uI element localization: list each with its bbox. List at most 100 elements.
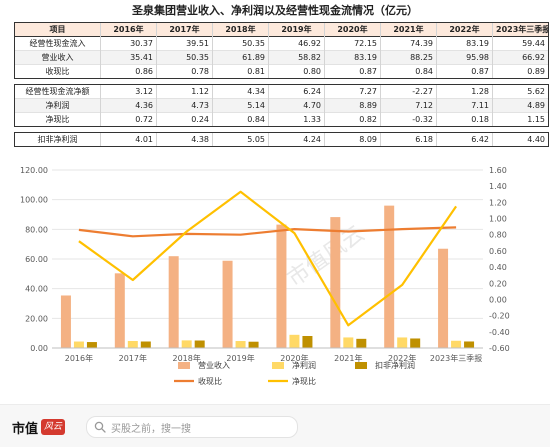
table-row-label: 净利润 [14, 98, 101, 113]
legend-label: 营业收入 [198, 360, 230, 370]
y-right-tick-label: 0.40 [489, 263, 507, 272]
table-cell: 4.38 [156, 132, 213, 147]
bar-扣非净利润 [302, 335, 313, 348]
table-cell: 3.12 [100, 84, 157, 99]
bar-营业收入 [222, 260, 233, 348]
bar-扣非净利润 [464, 341, 475, 348]
table-row-label: 经营性现金流净额 [14, 84, 101, 99]
financial-table: 项目 2016年 2017年 2018年 2019年 2020年 2021年 2022年 202… [14, 22, 549, 147]
table-cell: 35.41 [100, 50, 157, 65]
bar-扣非净利润 [248, 341, 259, 348]
table-header-cell: 2023年三季报 [492, 22, 549, 37]
table-cell: 61.89 [212, 50, 269, 65]
table-cell: 6.24 [268, 84, 325, 99]
table-cell: 83.19 [324, 50, 381, 65]
bar-营业收入 [384, 205, 395, 348]
table-row-label: 收现比 [14, 64, 101, 79]
table-header-cell: 2021年 [380, 22, 437, 37]
y-right-tick-label: 1.40 [489, 182, 507, 191]
y-left-tick-label: 120.00 [20, 166, 48, 175]
table-cell: 4.40 [492, 132, 549, 147]
y-right-tick-label: -0.40 [489, 328, 510, 337]
table-row-label: 净现比 [14, 112, 101, 127]
table-cell: 0.84 [380, 64, 437, 79]
table-cell: 4.24 [268, 132, 325, 147]
bar-扣非净利润 [410, 338, 421, 348]
table-row: 营业收入 35.41 50.35 61.89 58.82 83.19 88.25 95.98 6… [14, 50, 549, 65]
table-cell: 4.36 [100, 98, 157, 113]
bar-营业收入 [276, 224, 287, 348]
y-right-tick-label: 0.00 [489, 295, 507, 304]
table-cell: 74.39 [380, 36, 437, 51]
x-tick-label: 2022年 [388, 353, 416, 363]
table-cell: 0.87 [324, 64, 381, 79]
table-spacer-cell [14, 78, 549, 85]
bar-净利润 [73, 341, 84, 348]
x-tick-label: 2020年 [280, 353, 308, 363]
table-cell: 7.27 [324, 84, 381, 99]
x-tick-label: 2016年 [65, 353, 93, 363]
table-cell: 0.86 [100, 64, 157, 79]
table-header-cell: 2019年 [268, 22, 325, 37]
table-row: 经营性现金流入 30.37 39.51 50.35 46.92 72.15 74.39 83.… [14, 36, 549, 51]
table-cell: 0.18 [436, 112, 493, 127]
chart-lines [78, 190, 458, 327]
table-header-cell: 项目 [14, 22, 101, 37]
table-header-row: 项目 2016年 2017年 2018年 2019年 2020年 2021年 2022年 202… [14, 22, 549, 37]
y-right-tick-label: 1.00 [489, 215, 507, 224]
bar-净利润 [181, 340, 192, 348]
table-cell: 4.73 [156, 98, 213, 113]
site-logo[interactable]: 市值 风云 [12, 417, 66, 437]
table-cell: 39.51 [156, 36, 213, 51]
table-cell: 0.89 [492, 64, 549, 79]
y-right-tick-label: 0.80 [489, 231, 507, 240]
bar-净利润 [343, 337, 354, 348]
table-cell: 46.92 [268, 36, 325, 51]
table-header-cell: 2018年 [212, 22, 269, 37]
bar-净利润 [127, 340, 138, 348]
table-cell: 0.84 [212, 112, 269, 127]
y-left-tick-label: 100.00 [20, 196, 48, 205]
bar-净利润 [451, 340, 462, 348]
legend-label: 净利润 [292, 360, 316, 370]
y-right-tick-label: -0.60 [489, 344, 510, 353]
legend-label: 收现比 [198, 376, 222, 386]
table-cell: 0.81 [212, 64, 269, 79]
search-icon [94, 421, 106, 433]
table-header-cell: 2017年 [156, 22, 213, 37]
y-left-tick-label: 80.00 [25, 225, 48, 234]
table-cell: 1.15 [492, 112, 549, 127]
table-row: 经营性现金流净额 3.12 1.12 4.34 6.24 7.27 -2.27 1.28 5.6… [14, 84, 549, 99]
table-header-cell: 2020年 [324, 22, 381, 37]
table-cell: 7.12 [380, 98, 437, 113]
chart-bars [60, 205, 475, 348]
logo-seal: 风云 [41, 419, 66, 435]
legend-swatch [272, 362, 284, 369]
search-box[interactable]: 买股之前，搜一搜 [86, 416, 298, 438]
chart-axes: 0.00 20.00 40.00 60.00 80.00 100.00 120.00 -0.6… [20, 166, 510, 363]
bar-扣非净利润 [140, 341, 151, 348]
bar-净利润 [235, 341, 246, 348]
table-cell: 6.18 [380, 132, 437, 147]
table-row: 净利润 4.36 4.73 5.14 4.70 8.89 7.12 7.11 4.89 [14, 98, 549, 113]
table-cell: 5.05 [212, 132, 269, 147]
table-cell: 4.70 [268, 98, 325, 113]
table-cell: 30.37 [100, 36, 157, 51]
table-header-cell: 2016年 [100, 22, 157, 37]
table-cell: 66.92 [492, 50, 549, 65]
y-right-tick-label: 0.20 [489, 279, 507, 288]
table-spacer [14, 78, 549, 85]
table-cell: 0.80 [268, 64, 325, 79]
table-cell: 1.28 [436, 84, 493, 99]
table-cell: 0.72 [100, 112, 157, 127]
table-row: 收现比 0.86 0.78 0.81 0.80 0.87 0.84 0.87 0.89 [14, 64, 549, 79]
y-left-tick-label: 60.00 [25, 255, 48, 264]
table-cell: 4.01 [100, 132, 157, 147]
table-cell: 6.42 [436, 132, 493, 147]
y-right-tick-label: -0.20 [489, 312, 510, 321]
bar-净利润 [397, 337, 408, 348]
bar-营业收入 [114, 273, 125, 348]
table-cell: 8.89 [324, 98, 381, 113]
